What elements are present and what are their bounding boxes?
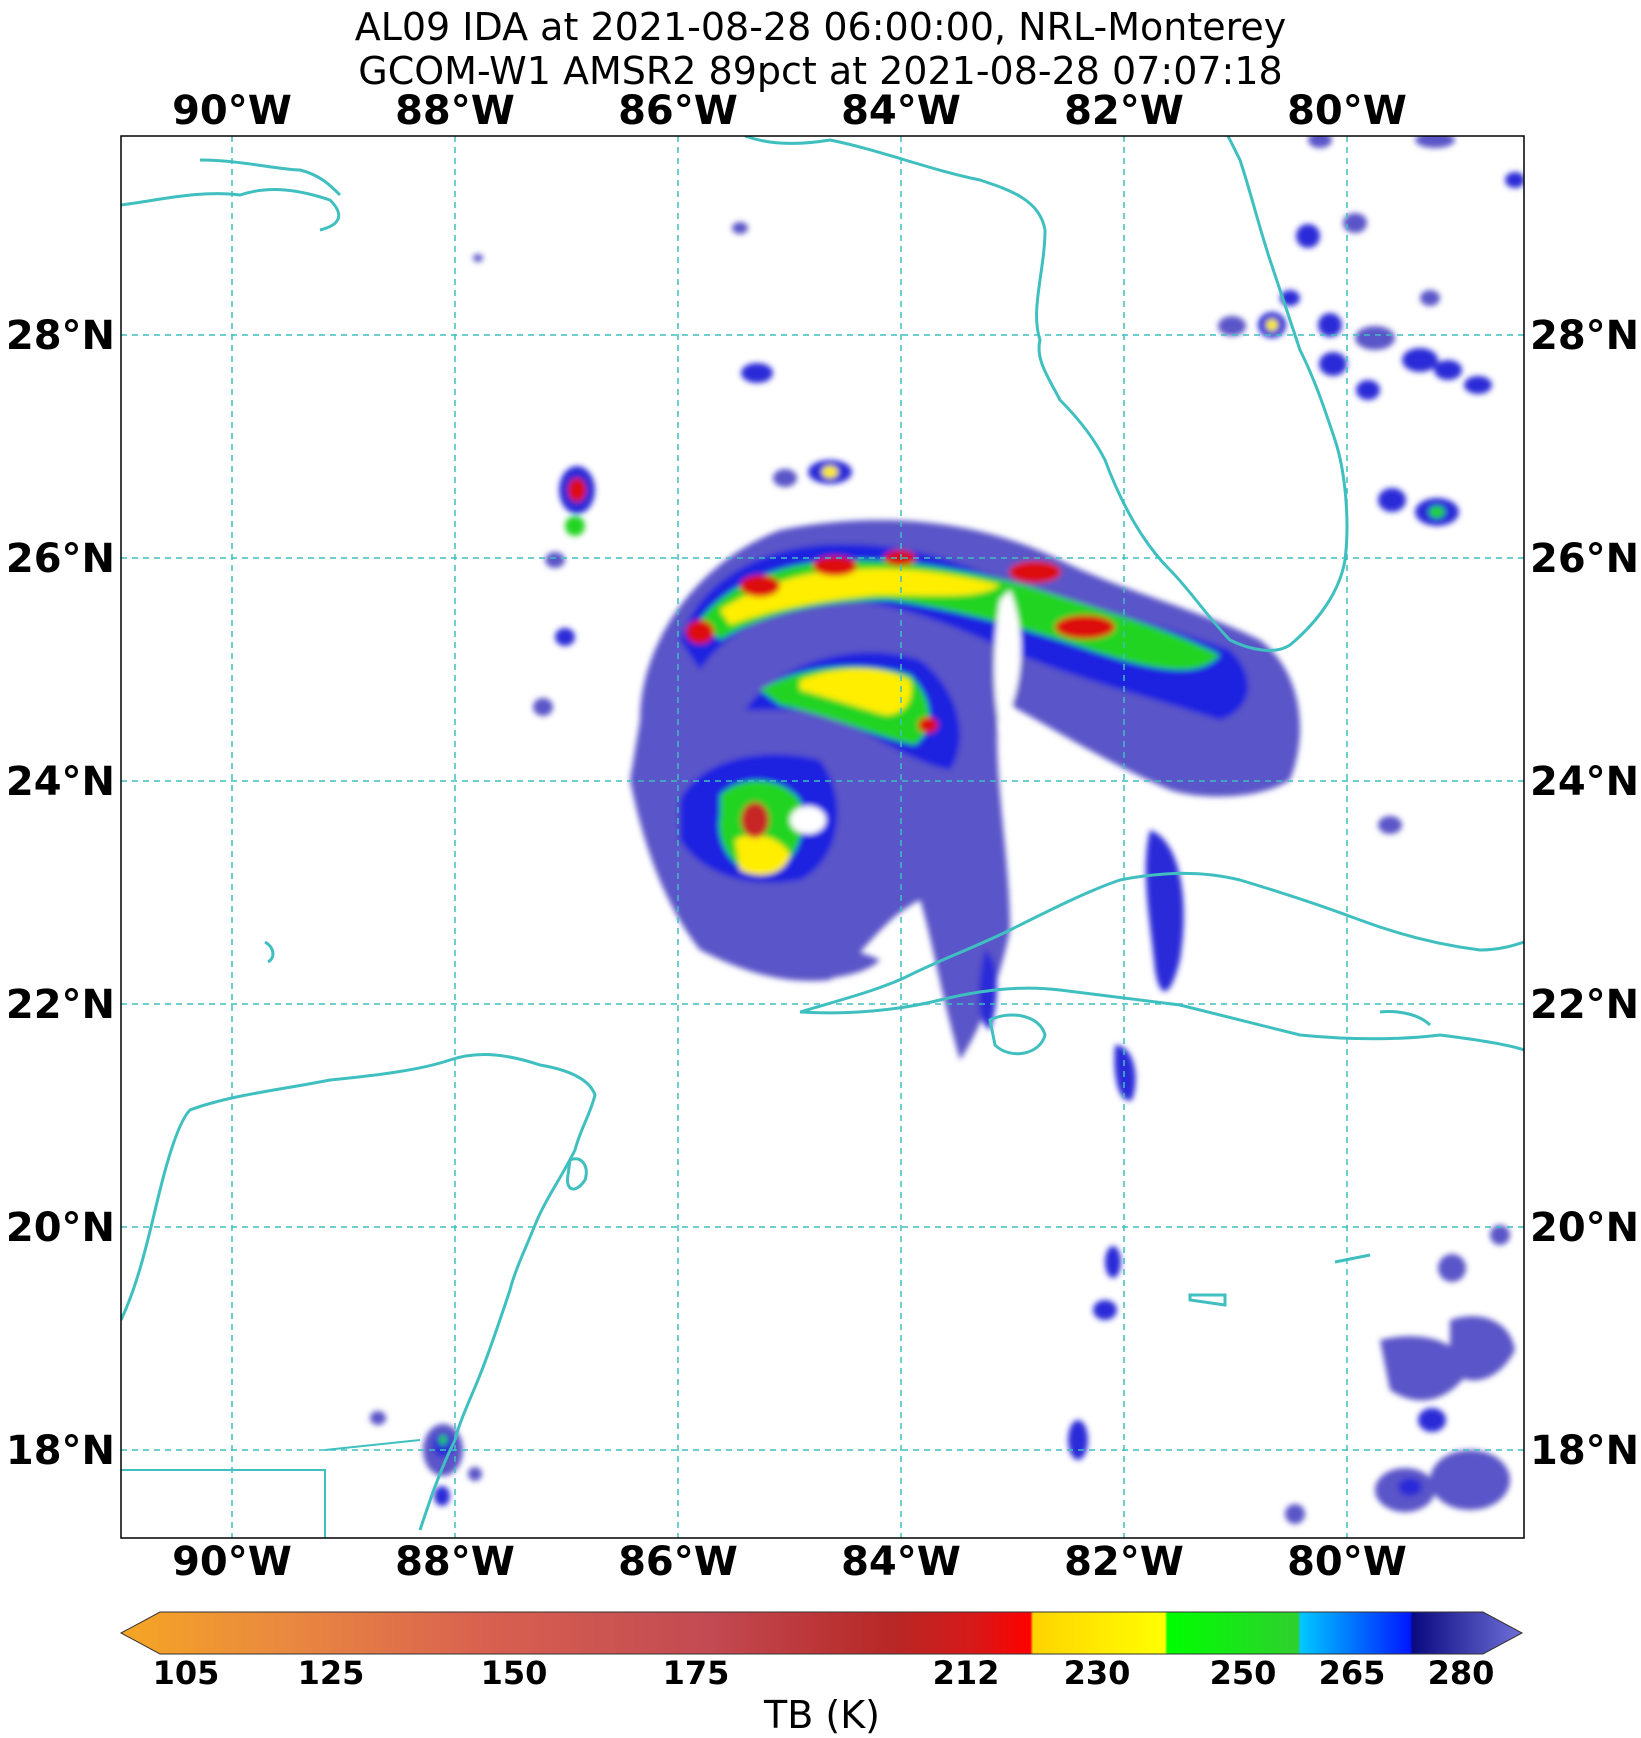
lat-tick-right-26n: 26°N bbox=[1530, 536, 1639, 582]
colorbar-tick-212: 212 bbox=[933, 1654, 1000, 1692]
title-line-2: GCOM-W1 AMSR2 89pct at 2021-08-28 07:07:… bbox=[358, 49, 1283, 93]
colorbar-bar bbox=[119, 1611, 1524, 1655]
lat-tick-left-26n: 26°N bbox=[6, 536, 115, 582]
lat-tick-left-22n: 22°N bbox=[6, 982, 115, 1028]
colorbar-tick-175: 175 bbox=[663, 1654, 730, 1692]
lat-tick-right-20n: 20°N bbox=[1530, 1205, 1639, 1251]
lat-tick-left-24n: 24°N bbox=[6, 759, 115, 805]
colorbar-tick-125: 125 bbox=[298, 1654, 365, 1692]
colorbar-tick-105: 105 bbox=[153, 1654, 220, 1692]
lon-tick-top-88w: 88°W bbox=[395, 88, 515, 134]
lon-tick-top-84w: 84°W bbox=[841, 88, 961, 134]
colorbar-tick-265: 265 bbox=[1319, 1654, 1386, 1692]
storm-imagery bbox=[370, 136, 1524, 1524]
coastlines bbox=[121, 136, 1524, 1538]
lon-tick-bottom-82w: 82°W bbox=[1064, 1539, 1184, 1585]
lat-tick-right-28n: 28°N bbox=[1530, 313, 1639, 359]
lat-tick-left-28n: 28°N bbox=[6, 313, 115, 359]
lon-tick-bottom-80w: 80°W bbox=[1287, 1539, 1407, 1585]
colorbar-tick-150: 150 bbox=[481, 1654, 548, 1692]
colorbar-label: TB (K) bbox=[763, 1693, 880, 1737]
lon-tick-bottom-88w: 88°W bbox=[395, 1539, 515, 1585]
lat-tick-left-20n: 20°N bbox=[6, 1205, 115, 1251]
lat-tick-left-18n: 18°N bbox=[6, 1428, 115, 1474]
lon-tick-top-80w: 80°W bbox=[1287, 88, 1407, 134]
colorbar-tick-230: 230 bbox=[1064, 1654, 1131, 1692]
gridlines bbox=[121, 136, 1524, 1538]
lat-tick-right-22n: 22°N bbox=[1530, 982, 1639, 1028]
lon-tick-bottom-90w: 90°W bbox=[172, 1539, 292, 1585]
lat-tick-right-18n: 18°N bbox=[1530, 1428, 1639, 1474]
lat-tick-right-24n: 24°N bbox=[1530, 759, 1639, 805]
title-line-1: AL09 IDA at 2021-08-28 06:00:00, NRL-Mon… bbox=[354, 5, 1287, 49]
lon-tick-bottom-86w: 86°W bbox=[618, 1539, 738, 1585]
colorbar: 105 125 150 175 212 230 250 265 280 TB (… bbox=[119, 1611, 1524, 1737]
plot-frame bbox=[120, 135, 1525, 1539]
lon-tick-top-90w: 90°W bbox=[172, 88, 292, 134]
colorbar-tick-280: 280 bbox=[1428, 1654, 1495, 1692]
lon-tick-top-82w: 82°W bbox=[1064, 88, 1184, 134]
colorbar-tick-250: 250 bbox=[1210, 1654, 1277, 1692]
lon-tick-top-86w: 86°W bbox=[618, 88, 738, 134]
lon-tick-bottom-84w: 84°W bbox=[841, 1539, 961, 1585]
